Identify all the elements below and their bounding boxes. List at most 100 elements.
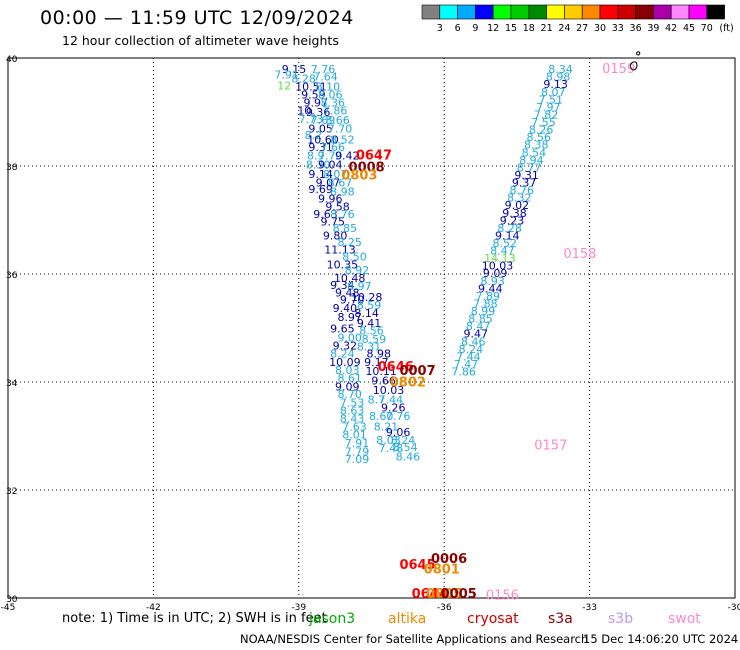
wave-height-value: 8.24 bbox=[391, 434, 416, 447]
wave-height-value: 9.09 bbox=[335, 381, 360, 394]
swot-wave-height-value: 7.86 bbox=[451, 366, 476, 379]
swot-wave-height-value: 8.76 bbox=[509, 184, 534, 197]
wave-height-value: 9.06 bbox=[386, 426, 411, 439]
wave-height-value: 8.56 bbox=[359, 324, 384, 337]
wave-height-value: 7.91 bbox=[345, 437, 370, 450]
wave-height-value: 8.9 bbox=[307, 150, 325, 163]
wave-height-value: 8.61 bbox=[337, 372, 362, 385]
mission-s3a: s3a bbox=[548, 611, 573, 627]
wave-height-value: 9.70 bbox=[340, 294, 365, 307]
legend-label: 33 bbox=[612, 23, 624, 34]
wave-height-value: 8.25 bbox=[337, 236, 362, 249]
swot-wave-height-value: 8.94 bbox=[519, 154, 544, 167]
wave-height-value: 9.41 bbox=[357, 317, 382, 330]
wave-height-value: 9.48 bbox=[335, 287, 360, 300]
wave-height-value: 8.59 bbox=[357, 299, 382, 312]
legend-label: 21 bbox=[541, 23, 553, 34]
legend-label: 15 bbox=[505, 23, 517, 34]
lon-tick-label: -30 bbox=[728, 603, 740, 613]
swot-wave-height-value: 8.85 bbox=[468, 313, 493, 326]
pass-time-label: 0005 bbox=[441, 587, 477, 602]
lat-tick-label: 36 bbox=[6, 271, 18, 281]
wave-height-value: 8.01 bbox=[342, 429, 367, 442]
wave-height-value: 9.14 bbox=[308, 168, 333, 181]
wave-height-value: 9.26 bbox=[381, 402, 406, 415]
color-scale-legend: 3 6 9 12 15 18 21 24 27 30 33 36 39 42 45 70 (ft) bbox=[421, 4, 734, 34]
wave-height-value: 9.59 bbox=[301, 89, 326, 102]
wave-height-value: 7.76 bbox=[311, 63, 336, 76]
swot-wave-height-value: 7.89 bbox=[476, 290, 501, 303]
swot-wave-height-value: 8.26 bbox=[529, 124, 554, 137]
lat-tick-label: 32 bbox=[6, 487, 17, 497]
wave-height-value: 11.13 bbox=[324, 243, 356, 256]
wave-height-value: 8.2 bbox=[305, 129, 323, 142]
wave-height-value: 9.97 bbox=[304, 97, 329, 110]
legend-label: 12 bbox=[487, 23, 499, 34]
swot-wave-height-value: 8.07 bbox=[541, 86, 566, 99]
pass-time-label: 0803 bbox=[341, 169, 377, 184]
wave-height-value: 8.31 bbox=[357, 341, 382, 354]
swot-wave-height-value: 7.55 bbox=[531, 116, 556, 129]
swot-wave-height-value: 8.34 bbox=[548, 63, 573, 76]
swot-wave-height-value: 7.82 bbox=[534, 108, 559, 121]
lon-tick-label: -42 bbox=[146, 603, 161, 613]
swot-wave-height-value: 8.99 bbox=[471, 305, 496, 318]
swot-wave-height-value: 8.38 bbox=[524, 139, 549, 152]
wave-height-value: 10.51 bbox=[295, 80, 327, 93]
wave-height-value: 8.03 bbox=[335, 364, 360, 377]
wave-height-value: 7.79 bbox=[345, 445, 370, 458]
pass-time-label: 0805 bbox=[426, 587, 462, 602]
mission-s3b: s3b bbox=[608, 611, 634, 627]
wave-height-value: 8.46 bbox=[396, 450, 421, 463]
swot-wave-height-value: 8.32 bbox=[507, 192, 532, 205]
wave-height-value: 7.09 bbox=[345, 453, 370, 466]
wave-height-value: 10.09 bbox=[329, 356, 361, 369]
swot-wave-height-value: 7.97 bbox=[536, 101, 561, 114]
wave-height-value: 8.70 bbox=[337, 388, 362, 401]
wave-height-value: 7.91 bbox=[274, 69, 299, 82]
swot-wave-height-value: 7.51 bbox=[539, 93, 564, 106]
wave-height-value: 10.35 bbox=[327, 259, 359, 272]
wave-height-value: 7.66 bbox=[320, 141, 345, 154]
swot-wave-height-value: 7.88 bbox=[473, 297, 498, 310]
wave-height-value: 8.98 bbox=[367, 348, 392, 361]
swot-wave-height-value: 8.28 bbox=[497, 222, 522, 235]
lon-tick-label: -33 bbox=[582, 603, 597, 613]
wave-height-value: 9.34 bbox=[330, 279, 355, 292]
wave-height-value: 7.69 bbox=[311, 114, 336, 127]
wave-height-value: 9.31 bbox=[308, 141, 333, 154]
wave-height-value: 8.07 bbox=[323, 168, 348, 181]
legend-label: 27 bbox=[576, 23, 588, 34]
wave-height-value: 8.66 bbox=[325, 114, 350, 127]
pass-time-label: 0159 bbox=[602, 62, 635, 77]
pass-time-label: 0801 bbox=[424, 563, 460, 578]
wave-height-value: 7.70 bbox=[328, 123, 353, 136]
lon-tick-label: -36 bbox=[437, 603, 452, 613]
credit-text: NOAA/NESDIS Center for Satellite Applica… bbox=[240, 632, 589, 646]
swot-wave-height-value: 9.47 bbox=[463, 328, 488, 341]
wave-height-value: 8.03 bbox=[376, 434, 401, 447]
swot-wave-height-value: 8.46 bbox=[461, 335, 486, 348]
wave-height-value: 9.04 bbox=[318, 159, 343, 172]
wave-height-value: 9.15 bbox=[282, 63, 307, 76]
wave-height-value: 9.69 bbox=[308, 183, 333, 196]
wave-height-value: 8.24 bbox=[330, 348, 355, 361]
wave-height-value: 9.36 bbox=[306, 106, 331, 119]
wave-height-value: 12 bbox=[277, 79, 291, 92]
wave-height-value: 7.73 bbox=[299, 113, 324, 126]
swot-wave-height-value: 8.47 bbox=[490, 245, 515, 258]
pass-time-label: 0646 bbox=[378, 360, 414, 375]
wave-height-value: 10.48 bbox=[334, 272, 366, 285]
wave-height-value: 8.97 bbox=[347, 280, 372, 293]
wave-height-value: 8.06 bbox=[318, 89, 343, 102]
wave-height-value: 9.65 bbox=[330, 322, 355, 335]
swot-wave-height-value: 9.37 bbox=[512, 177, 537, 190]
swot-wave-height-value: 8.24 bbox=[459, 343, 484, 356]
pass-time-label: 0802 bbox=[390, 375, 426, 390]
wave-height-value: 9.17 bbox=[364, 356, 389, 369]
legend-label: 39 bbox=[647, 23, 659, 34]
lat-tick-label: 38 bbox=[6, 163, 18, 173]
wave-height-value: 8.36 bbox=[320, 97, 345, 110]
mission-swot: swot bbox=[668, 611, 701, 627]
wave-height-value: 9.40 bbox=[333, 302, 358, 315]
